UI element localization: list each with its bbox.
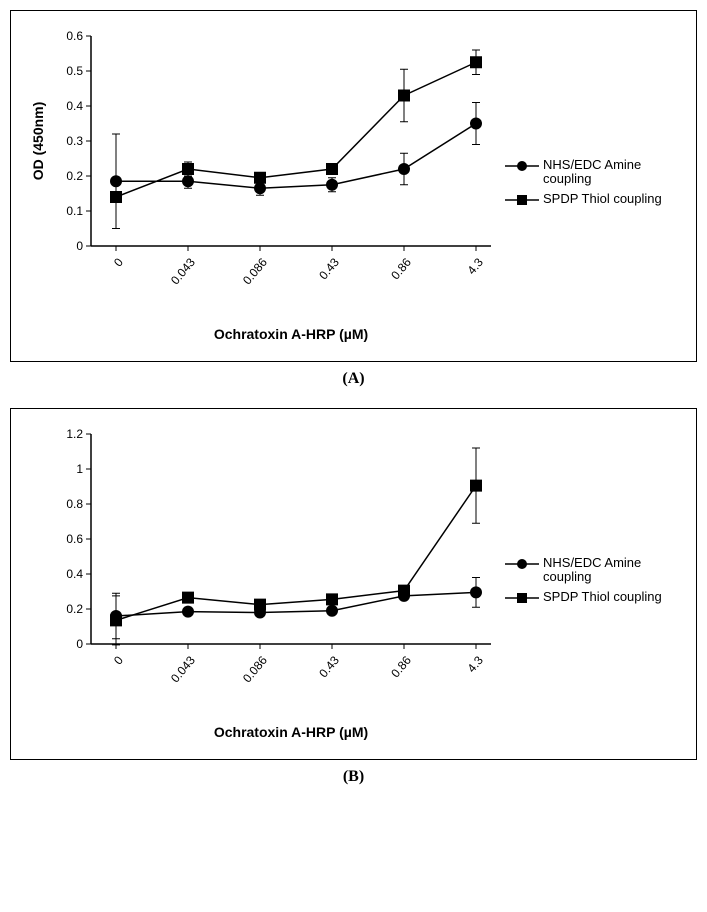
- svg-text:Ochratoxin A-HRP (µM): Ochratoxin A-HRP (µM): [214, 326, 368, 342]
- svg-text:OD (450nm): OD (450nm): [30, 102, 46, 181]
- legend-mark-square: [505, 192, 539, 208]
- legend-mark-circle: [505, 158, 539, 174]
- legend-b: NHS/EDC Amine coupling SPDP Thiol coupli…: [505, 556, 683, 613]
- svg-text:0.86: 0.86: [388, 255, 414, 282]
- svg-text:0.1: 0.1: [66, 204, 83, 218]
- legend-a: NHS/EDC Amine coupling SPDP Thiol coupli…: [505, 158, 683, 215]
- svg-text:0: 0: [111, 255, 126, 269]
- svg-text:0.8: 0.8: [66, 497, 83, 511]
- svg-text:0.6: 0.6: [66, 29, 83, 43]
- svg-text:0.086: 0.086: [240, 653, 270, 685]
- panel-b-label: (B): [10, 768, 697, 786]
- svg-text:0.043: 0.043: [168, 255, 198, 287]
- legend-b-nhs-label: NHS/EDC Amine coupling: [543, 556, 683, 585]
- svg-text:4.3: 4.3: [465, 653, 487, 675]
- svg-text:0.043: 0.043: [168, 653, 198, 685]
- svg-text:0: 0: [76, 239, 83, 253]
- chart-a-wrap: 0 0.1 0.2 0.3 0.4 0.5 0.6 0 0.043 0.086 0.43 0.86 4.…: [21, 21, 686, 351]
- chart-b-svg: 0 0.2 0.4 0.6 0.8 1 1.2 0 0.043 0.086 0.43 0.86 4.3 O…: [21, 419, 501, 749]
- legend-a-spdp: SPDP Thiol coupling: [505, 192, 683, 208]
- legend-a-nhs-label: NHS/EDC Amine coupling: [543, 158, 683, 187]
- chart-panel-a: 0 0.1 0.2 0.3 0.4 0.5 0.6 0 0.043 0.086 0.43 0.86 4.…: [10, 10, 697, 362]
- svg-text:0.43: 0.43: [316, 255, 342, 282]
- legend-mark-circle: [505, 556, 539, 572]
- legend-mark-square: [505, 590, 539, 606]
- legend-a-spdp-label: SPDP Thiol coupling: [543, 192, 662, 206]
- svg-text:0.5: 0.5: [66, 64, 83, 78]
- legend-a-nhs: NHS/EDC Amine coupling: [505, 158, 683, 187]
- legend-b-spdp-label: SPDP Thiol coupling: [543, 590, 662, 604]
- svg-text:Ochratoxin A-HRP (µM): Ochratoxin A-HRP (µM): [214, 724, 368, 740]
- chart-b-wrap: 0 0.2 0.4 0.6 0.8 1 1.2 0 0.043 0.086 0.43 0.86 4.3 O…: [21, 419, 686, 749]
- svg-text:0.6: 0.6: [66, 532, 83, 546]
- chart-panel-b: 0 0.2 0.4 0.6 0.8 1 1.2 0 0.043 0.086 0.43 0.86 4.3 O…: [10, 408, 697, 760]
- svg-text:0.2: 0.2: [66, 169, 83, 183]
- svg-text:4.3: 4.3: [465, 255, 487, 277]
- svg-text:0.2: 0.2: [66, 602, 83, 616]
- svg-text:1.2: 1.2: [66, 427, 83, 441]
- svg-text:0: 0: [76, 637, 83, 651]
- panel-a-label: (A): [10, 370, 697, 388]
- svg-text:0.086: 0.086: [240, 255, 270, 287]
- svg-text:0.4: 0.4: [66, 99, 83, 113]
- svg-text:0.43: 0.43: [316, 653, 342, 680]
- svg-text:0.86: 0.86: [388, 653, 414, 680]
- chart-a-svg: 0 0.1 0.2 0.3 0.4 0.5 0.6 0 0.043 0.086 0.43 0.86 4.…: [21, 21, 501, 351]
- svg-text:0: 0: [111, 653, 126, 667]
- svg-text:1: 1: [76, 462, 83, 476]
- legend-b-spdp: SPDP Thiol coupling: [505, 590, 683, 606]
- svg-text:0.4: 0.4: [66, 567, 83, 581]
- svg-text:0.3: 0.3: [66, 134, 83, 148]
- legend-b-nhs: NHS/EDC Amine coupling: [505, 556, 683, 585]
